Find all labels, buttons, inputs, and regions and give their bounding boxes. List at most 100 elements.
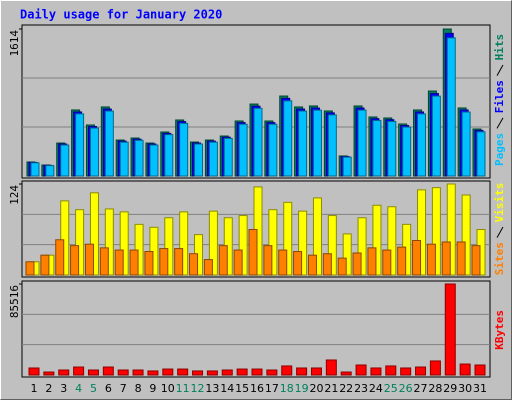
bar: [164, 134, 174, 177]
x-tick-label: 31: [473, 382, 487, 395]
bar: [58, 369, 70, 376]
bar: [415, 366, 427, 376]
x-tick-label: 25: [384, 382, 398, 395]
y-tick-label: 85516: [8, 285, 21, 318]
x-tick-label: 30: [458, 382, 472, 395]
bar: [208, 210, 218, 276]
bar: [236, 368, 248, 376]
bar: [251, 368, 263, 376]
bar: [431, 187, 441, 276]
bar: [60, 144, 70, 177]
bar: [55, 239, 65, 276]
plot-area: [21, 280, 491, 378]
bar: [238, 215, 248, 276]
bar: [221, 369, 233, 376]
bar: [164, 217, 174, 276]
bar: [268, 209, 278, 276]
bar: [337, 257, 347, 276]
bar: [400, 367, 412, 376]
bar: [87, 369, 99, 376]
bar: [283, 100, 293, 177]
bar: [367, 247, 377, 276]
bar: [352, 252, 362, 276]
bar: [238, 123, 248, 177]
bar: [412, 240, 422, 276]
bar: [117, 369, 129, 376]
x-tick-label: 2: [45, 382, 52, 395]
bar: [456, 241, 466, 276]
bar: [387, 206, 397, 276]
bar: [177, 368, 189, 376]
bar: [385, 365, 397, 376]
bar: [223, 137, 233, 177]
legend-separator: [496, 64, 504, 76]
bar: [459, 363, 471, 376]
chart-title: Daily usage for January 2020: [20, 8, 222, 22]
bar: [134, 139, 144, 177]
bar: [174, 248, 184, 276]
x-tick-label: 18: [280, 382, 294, 395]
bar: [84, 243, 94, 276]
legend-label: Visits: [493, 183, 506, 223]
bar: [99, 247, 109, 276]
bar: [293, 251, 303, 276]
bar: [370, 367, 382, 376]
bar: [322, 253, 332, 276]
legend-label: Files: [493, 80, 506, 113]
x-tick-label: 3: [60, 382, 67, 395]
x-tick-label: 17: [265, 382, 279, 395]
bar: [355, 364, 367, 376]
bar: [192, 370, 204, 376]
x-tick-label: 10: [161, 382, 175, 395]
bar: [268, 123, 278, 177]
bar: [104, 208, 114, 276]
x-tick-label: 22: [339, 382, 353, 395]
bar: [417, 113, 427, 177]
bar: [471, 245, 481, 276]
x-tick-label: 21: [324, 382, 338, 395]
x-tick-label: 16: [250, 382, 264, 395]
bar: [119, 141, 129, 177]
bar: [307, 254, 317, 276]
bar: [60, 200, 70, 276]
x-tick-label: 15: [235, 382, 249, 395]
legend-label: Pages: [493, 133, 506, 166]
bar: [208, 141, 218, 177]
bar: [342, 233, 352, 276]
bar: [298, 210, 308, 276]
x-tick-label: 23: [354, 382, 368, 395]
bar: [119, 211, 129, 276]
legend-separator: [496, 226, 504, 238]
bar: [144, 251, 154, 276]
bar: [461, 194, 471, 276]
bar: [266, 369, 278, 376]
legend-label: Hits: [493, 34, 506, 61]
bar: [278, 249, 288, 276]
bar: [206, 370, 218, 376]
bar: [474, 364, 486, 376]
bar: [129, 249, 139, 276]
x-tick-label: 19: [295, 382, 309, 395]
bar: [397, 246, 407, 276]
bar: [30, 162, 40, 177]
bar: [159, 248, 169, 276]
bar: [340, 371, 352, 376]
bar: [114, 249, 124, 276]
bar: [357, 217, 367, 276]
bar: [70, 245, 80, 276]
legend-label: Sites: [493, 242, 506, 275]
bar: [283, 201, 293, 276]
bar: [28, 367, 40, 376]
x-tick-label: 6: [105, 382, 112, 395]
x-tick-label: 11: [176, 382, 190, 395]
bar: [102, 366, 114, 376]
bar: [429, 360, 441, 376]
bar: [89, 127, 99, 177]
x-tick-label: 4: [75, 382, 82, 395]
bar: [342, 156, 352, 177]
bar: [298, 110, 308, 177]
bar: [149, 144, 159, 177]
bar: [446, 183, 456, 276]
